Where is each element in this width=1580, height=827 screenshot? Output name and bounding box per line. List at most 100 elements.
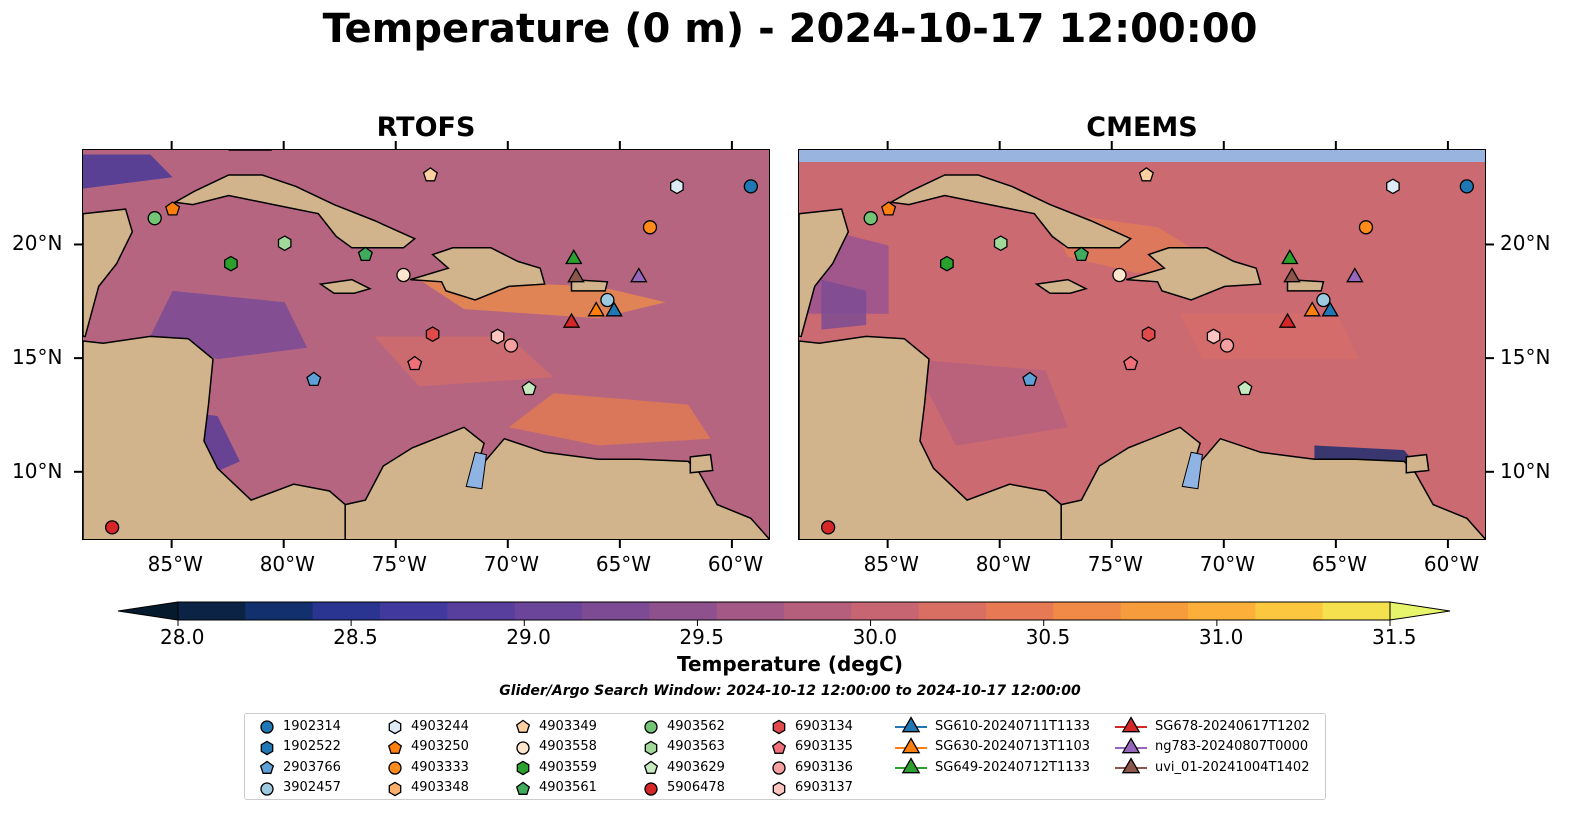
legend-marker[interactable] bbox=[1121, 716, 1141, 733]
x-tick-label: 70°W bbox=[483, 552, 540, 576]
marker-ng783-20240807T0000[interactable] bbox=[630, 267, 648, 283]
marker-SG610-20240711T1133[interactable] bbox=[1321, 301, 1339, 317]
marker-6903136[interactable] bbox=[503, 338, 519, 353]
marker-SG630-20240713T1103[interactable] bbox=[1303, 301, 1321, 317]
legend-marker[interactable] bbox=[901, 736, 921, 753]
marker-4903333[interactable] bbox=[1358, 220, 1374, 235]
legend-item: 2903766 bbox=[257, 757, 341, 777]
marker-5906478[interactable] bbox=[104, 520, 120, 535]
marker-6903134[interactable] bbox=[1141, 326, 1156, 343]
legend-marker[interactable] bbox=[1121, 757, 1141, 774]
legend-marker[interactable] bbox=[772, 761, 786, 775]
legend-marker-icon bbox=[260, 740, 274, 755]
legend-marker-icon bbox=[1115, 736, 1147, 753]
legend-marker[interactable] bbox=[772, 719, 786, 735]
marker-4903558[interactable] bbox=[396, 267, 411, 283]
marker-4903558[interactable] bbox=[1112, 267, 1127, 283]
marker-SG678-20240617T1202[interactable] bbox=[562, 312, 581, 328]
legend-marker[interactable] bbox=[516, 740, 530, 755]
marker-4903559[interactable] bbox=[940, 255, 954, 272]
colorbar-segment bbox=[649, 602, 718, 620]
marker-6903137[interactable] bbox=[1206, 328, 1221, 345]
marker-4903562[interactable] bbox=[863, 211, 878, 226]
marker-1902314[interactable] bbox=[743, 179, 758, 194]
marker-SG678-20240617T1202[interactable] bbox=[1278, 312, 1297, 328]
land-yucatan bbox=[799, 208, 850, 338]
marker-4903563[interactable] bbox=[993, 235, 1008, 252]
marker-uvi_01-20241004T1402[interactable] bbox=[567, 267, 585, 283]
marker-5906478[interactable] bbox=[820, 520, 836, 535]
legend-marker[interactable] bbox=[260, 720, 274, 734]
legend-marker-icon bbox=[895, 736, 927, 753]
marker-4903629[interactable] bbox=[1237, 380, 1253, 396]
legend-marker[interactable] bbox=[388, 761, 402, 775]
rtofs-map[interactable] bbox=[82, 149, 770, 540]
marker-ng783-20240807T0000[interactable] bbox=[1346, 267, 1364, 283]
marker-4903561[interactable] bbox=[357, 246, 373, 262]
legend-marker-icon bbox=[259, 760, 275, 774]
marker-3902457[interactable] bbox=[1316, 292, 1331, 308]
marker-2903766[interactable] bbox=[1022, 371, 1038, 387]
marker-uvi_01-20241004T1402[interactable] bbox=[1283, 267, 1301, 283]
legend-marker[interactable] bbox=[901, 757, 921, 774]
colorbar-tick-label: 30.0 bbox=[852, 625, 898, 649]
marker-SG649-20240712T1133[interactable] bbox=[565, 248, 583, 265]
legend-marker[interactable] bbox=[1121, 736, 1141, 753]
legend-marker[interactable] bbox=[388, 781, 402, 796]
legend-marker[interactable] bbox=[644, 740, 658, 755]
marker-4903563[interactable] bbox=[277, 235, 292, 252]
legend-marker[interactable] bbox=[644, 720, 658, 734]
marker-4903349[interactable] bbox=[1138, 167, 1154, 182]
x-tick-label: 60°W bbox=[1423, 552, 1480, 576]
marker-6903136[interactable] bbox=[1219, 338, 1235, 353]
legend-marker[interactable] bbox=[516, 760, 530, 776]
legend-marker[interactable] bbox=[387, 740, 403, 754]
marker-6903135[interactable] bbox=[407, 355, 423, 371]
legend-marker[interactable] bbox=[388, 719, 402, 735]
legend-marker[interactable] bbox=[260, 740, 274, 755]
marker-SG649-20240712T1133[interactable] bbox=[1281, 248, 1299, 265]
legend-marker[interactable] bbox=[901, 716, 921, 733]
legend-marker[interactable] bbox=[260, 781, 274, 796]
legend-marker[interactable] bbox=[643, 760, 659, 774]
colorbar-tick-label: 31.0 bbox=[1198, 625, 1244, 649]
marker-4903561[interactable] bbox=[1073, 246, 1089, 262]
marker-2903766[interactable] bbox=[306, 371, 322, 387]
legend-marker[interactable] bbox=[515, 781, 531, 795]
legend-marker[interactable] bbox=[644, 781, 658, 796]
marker-4903559[interactable] bbox=[224, 255, 238, 272]
marker-4903562[interactable] bbox=[147, 211, 162, 226]
legend-item: 4903333 bbox=[385, 757, 469, 777]
legend-marker[interactable] bbox=[771, 740, 787, 754]
marker-4903250[interactable] bbox=[165, 201, 181, 216]
marker-6903137[interactable] bbox=[490, 328, 505, 345]
land-cuba bbox=[172, 174, 417, 249]
legend-marker-icon bbox=[516, 740, 530, 755]
marker-6903134[interactable] bbox=[425, 326, 440, 343]
legend-marker[interactable] bbox=[515, 719, 531, 733]
legend-label: 3902457 bbox=[283, 780, 341, 795]
marker-4903244[interactable] bbox=[1386, 178, 1400, 195]
cmems-map[interactable] bbox=[798, 149, 1486, 540]
x-tick-label: 70°W bbox=[1199, 552, 1256, 576]
marker-4903349[interactable] bbox=[422, 167, 438, 182]
marker-SG610-20240711T1133[interactable] bbox=[605, 301, 623, 317]
marker-4903250[interactable] bbox=[881, 201, 897, 216]
land-cuba bbox=[888, 174, 1133, 249]
marker-1902314[interactable] bbox=[1459, 179, 1474, 194]
land-southamerica bbox=[344, 426, 769, 539]
marker-6903135[interactable] bbox=[1123, 355, 1139, 371]
legend-marker[interactable] bbox=[259, 760, 275, 774]
figure-title: Temperature (0 m) - 2024-10-17 12:00:00 bbox=[322, 6, 1258, 52]
legend-marker[interactable] bbox=[772, 781, 786, 796]
marker-4903629[interactable] bbox=[521, 380, 537, 396]
colorbar-segment bbox=[986, 602, 1054, 620]
marker-SG630-20240713T1103[interactable] bbox=[587, 301, 605, 317]
marker-4903333[interactable] bbox=[642, 220, 658, 235]
x-tick-label: 65°W bbox=[1311, 552, 1368, 576]
legend-marker-icon bbox=[515, 781, 531, 795]
marker-3902457[interactable] bbox=[600, 292, 615, 308]
marker-4903244[interactable] bbox=[670, 178, 684, 195]
colorbar-segment bbox=[380, 602, 448, 620]
x-tick-label: 80°W bbox=[259, 552, 315, 576]
